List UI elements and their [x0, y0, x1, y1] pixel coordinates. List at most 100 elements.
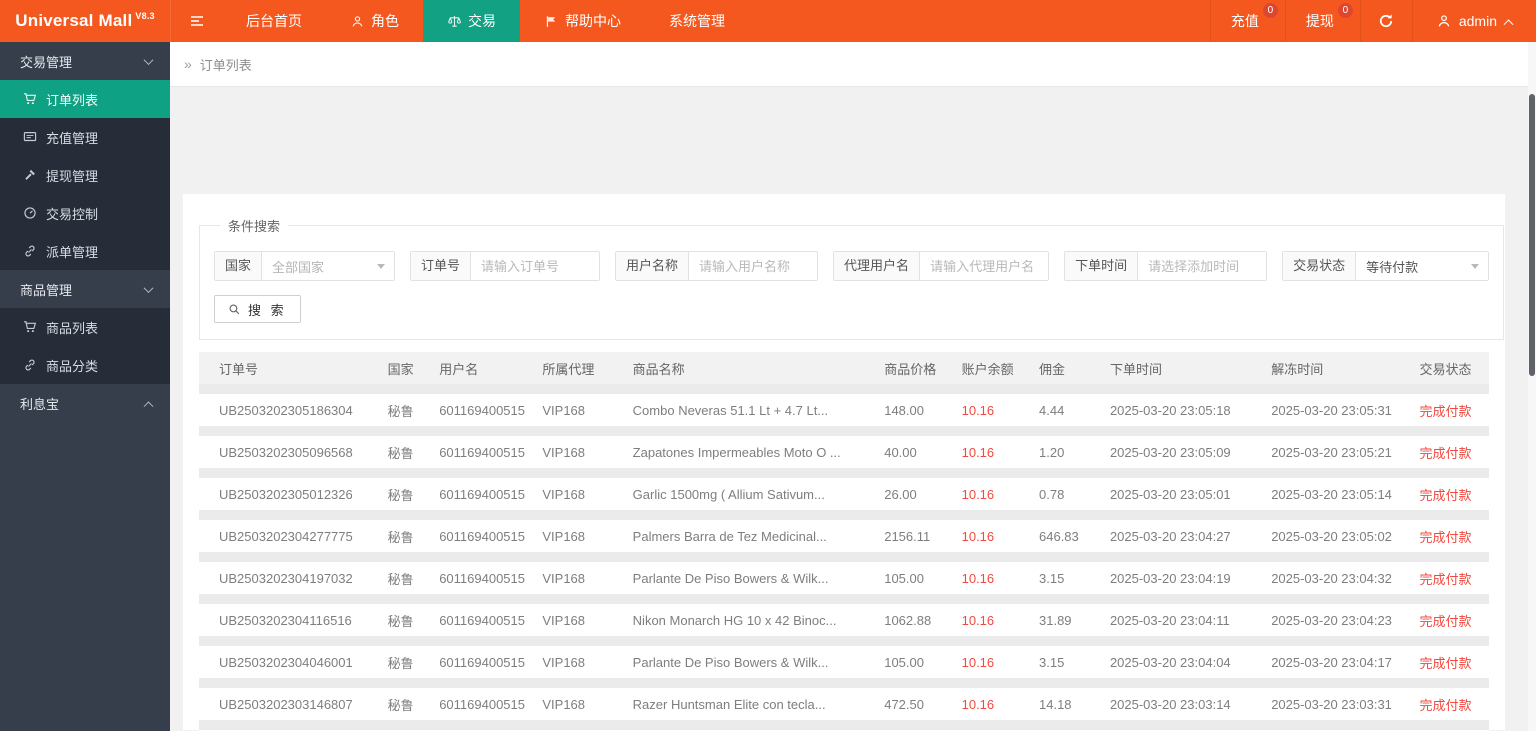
cell-balance: 10.16: [961, 486, 995, 502]
sidebar-group-label: 商品管理: [20, 282, 73, 298]
caret-down-icon: [377, 264, 386, 269]
filter-group: 订单号: [410, 251, 601, 281]
table-header-cell: 订单号: [219, 361, 259, 377]
scrollbar-thumb[interactable]: [1529, 94, 1535, 376]
cell-commission: 0.78: [1039, 486, 1065, 502]
sidebar-group[interactable]: 商品管理: [0, 270, 170, 308]
filter-select-value: 全部国家: [272, 259, 325, 275]
filter-input[interactable]: [920, 252, 1049, 280]
menu-fold-icon[interactable]: [170, 0, 222, 42]
search-icon: [229, 304, 240, 314]
top-nav-item[interactable]: 角色: [326, 0, 423, 42]
filter-group: 代理用户名: [833, 251, 1050, 281]
top-nav-label: 系统管理: [669, 13, 725, 29]
refresh-button[interactable]: [1359, 0, 1412, 42]
cell-order-time: 2025-03-20 23:04:19: [1109, 570, 1231, 586]
cell-commission: 14.18: [1039, 696, 1072, 712]
sidebar: 交易管理 订单列表 充值管理 提现管理: [0, 42, 170, 731]
filter-input[interactable]: [1138, 252, 1267, 280]
cell-product-name: Garlic 1500mg ( Allium Sativum...: [632, 486, 825, 502]
user-icon: [1438, 15, 1450, 27]
table-row: UB2503202304046001 秘鲁 601169400515 VIP16…: [199, 646, 1489, 678]
filter-group: 交易状态 等待付款: [1282, 251, 1490, 281]
search-button-label: 搜 索: [248, 302, 287, 318]
cell-unfreeze-time: 2025-03-20 23:04:17: [1271, 654, 1392, 670]
top-nav-label: 交易: [468, 13, 496, 29]
cell-status: 完成付款: [1419, 571, 1472, 587]
cell-product-name: Zapatones Impermeables Moto O ...: [632, 444, 841, 460]
cell-unfreeze-time: 2025-03-20 23:05:21: [1271, 444, 1392, 460]
table-row: UB2503202303146807 秘鲁 601169400515 VIP16…: [199, 688, 1489, 720]
sidebar-group-label: 交易管理: [20, 54, 73, 70]
cell-agent: VIP168: [542, 528, 586, 544]
breadcrumb-arrows-icon: »: [184, 56, 192, 72]
cell-country: 秘鲁: [387, 697, 414, 713]
sidebar-item[interactable]: 充值管理: [0, 118, 170, 156]
cell-username: 601169400515: [439, 444, 525, 460]
sidebar-item[interactable]: 订单列表: [0, 80, 170, 118]
sidebar-item-label: 派单管理: [46, 244, 99, 260]
cell-unfreeze-time: 2025-03-20 23:05:31: [1271, 402, 1392, 418]
user-name: admin: [1458, 13, 1497, 29]
table-header-cell: 佣金: [1039, 361, 1066, 377]
top-action-button[interactable]: 提现 0: [1284, 0, 1360, 42]
cell-price: 148.00: [884, 402, 924, 418]
sidebar-item[interactable]: 商品列表: [0, 308, 170, 346]
content: 条件搜索 国家 全部国家: [170, 87, 1536, 731]
filter-input[interactable]: [689, 252, 818, 280]
filter-input[interactable]: [471, 252, 600, 280]
table-header-cell: 下单时间: [1109, 361, 1162, 377]
top-action-button[interactable]: 充值 0: [1209, 0, 1285, 42]
chevron-up-icon: [1503, 18, 1514, 29]
cell-username: 601169400515: [439, 402, 525, 418]
cell-balance: 10.16: [961, 444, 995, 460]
cell-price: 105.00: [884, 570, 924, 586]
top-nav-item[interactable]: 帮助中心: [520, 0, 645, 42]
sidebar-item[interactable]: 交易控制: [0, 194, 170, 232]
cell-status: 完成付款: [1419, 403, 1472, 419]
user-menu[interactable]: admin: [1411, 0, 1536, 42]
sidebar-item[interactable]: 商品分类: [0, 346, 170, 384]
table-header-row: 订单号 国家 用户名 所属代理 商品名称 商品价格 账户余额: [199, 352, 1489, 384]
sidebar-group[interactable]: 利息宝: [0, 384, 170, 422]
user-icon: [350, 14, 365, 29]
top-nav-item[interactable]: 系统管理: [645, 0, 749, 42]
refresh-icon: [1380, 14, 1393, 28]
cell-commission: 3.15: [1039, 570, 1065, 586]
caret-down-icon: [1471, 264, 1480, 269]
cell-username: 601169400515: [439, 486, 525, 502]
sidebar-item-label: 商品分类: [46, 358, 99, 374]
breadcrumb: » 订单列表: [170, 42, 1536, 87]
top-nav-item[interactable]: 交易: [423, 0, 520, 42]
filter-group: 下单时间: [1064, 251, 1268, 281]
filter-select-value: 等待付款: [1366, 259, 1419, 275]
app-logo: Universal Mall V8.3: [0, 0, 170, 42]
filter-select[interactable]: 全部国家: [262, 252, 394, 280]
sidebar-group[interactable]: 交易管理: [0, 42, 170, 80]
cell-order-no: UB2503202304197032: [219, 570, 353, 586]
cell-product-name: Nikon Monarch HG 10 x 42 Binoc...: [632, 612, 837, 628]
sidebar-item[interactable]: 派单管理: [0, 232, 170, 270]
filter-label: 用户名称: [616, 252, 690, 280]
main-area: » 订单列表 条件搜索 国家 全部国家: [170, 42, 1536, 731]
top-nav-item[interactable]: 后台首页: [222, 0, 326, 42]
card-icon: [22, 130, 37, 145]
table-header-cell: 国家: [387, 361, 414, 377]
cell-country: 秘鲁: [387, 571, 414, 587]
search-button[interactable]: 搜 索: [214, 295, 301, 323]
cell-product-name: Combo Neveras 51.1 Lt + 4.7 Lt...: [632, 402, 829, 418]
vertical-scrollbar: [1528, 42, 1536, 731]
cell-commission: 646.83: [1039, 528, 1079, 544]
app-version: V8.3: [135, 11, 155, 21]
filter-label: 下单时间: [1065, 252, 1139, 280]
top-nav-label: 角色: [371, 13, 399, 29]
filter-select[interactable]: 等待付款: [1356, 252, 1488, 280]
sidebar-item[interactable]: 提现管理: [0, 156, 170, 194]
table-header-cell: 所属代理: [542, 361, 595, 377]
cell-order-time: 2025-03-20 23:05:01: [1109, 486, 1231, 502]
cell-order-no: UB2503202304116516: [219, 612, 352, 628]
cell-order-time: 2025-03-20 23:03:14: [1109, 696, 1231, 712]
cell-product-name: Palmers Barra de Tez Medicinal...: [632, 528, 827, 544]
sidebar-item-label: 提现管理: [46, 168, 99, 184]
cell-product-name: Parlante De Piso Bowers & Wilk...: [632, 654, 829, 670]
